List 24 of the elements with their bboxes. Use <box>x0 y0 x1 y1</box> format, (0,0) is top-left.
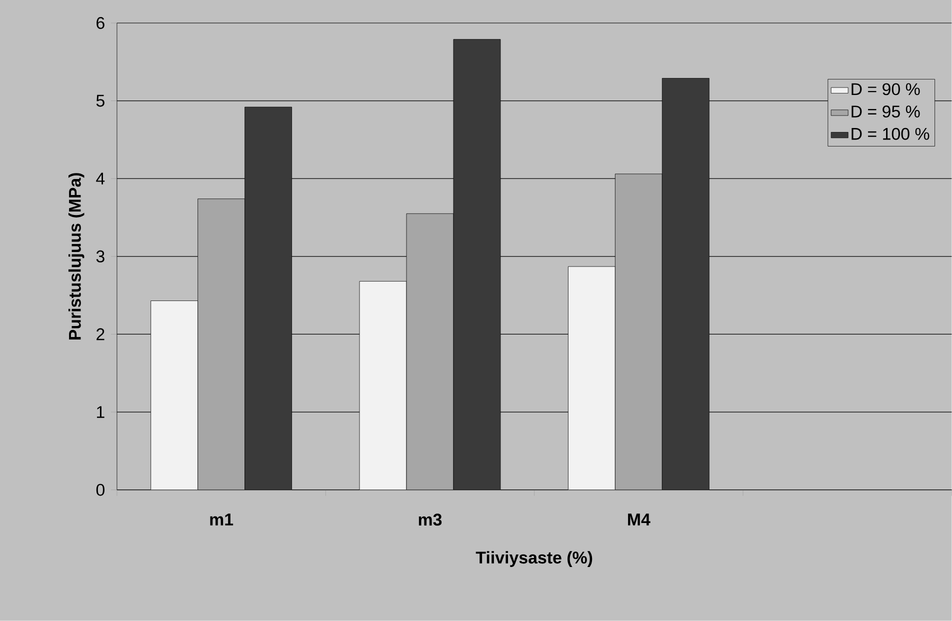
bar <box>453 39 501 490</box>
x-tick-label: M4 <box>628 514 650 526</box>
bar <box>198 198 245 490</box>
y-tick-label: 4 <box>96 172 105 185</box>
y-tick-label: 1 <box>97 406 104 418</box>
legend-label: D = 95 % <box>852 106 920 118</box>
legend-label: D = 90 % <box>852 83 920 96</box>
legend-label: D = 100 % <box>852 128 930 140</box>
y-tick-label: 2 <box>96 328 104 340</box>
bar <box>568 266 616 490</box>
bar <box>406 214 454 490</box>
x-axis-title: Tiiviysaste (%) <box>476 551 592 568</box>
y-axis-title: Puristuslujuus (MPa) <box>68 173 84 340</box>
bar <box>662 78 710 490</box>
bar <box>150 300 198 490</box>
bar <box>359 281 407 490</box>
y-tick-label: 3 <box>96 250 104 263</box>
bar <box>614 174 662 490</box>
bar <box>244 106 292 490</box>
y-tick-label: 6 <box>96 17 104 30</box>
y-tick-label: 5 <box>96 94 104 107</box>
y-tick-label: 0 <box>96 484 104 496</box>
x-tick-label: m1 <box>210 514 234 526</box>
x-tick-label: m3 <box>418 514 442 526</box>
